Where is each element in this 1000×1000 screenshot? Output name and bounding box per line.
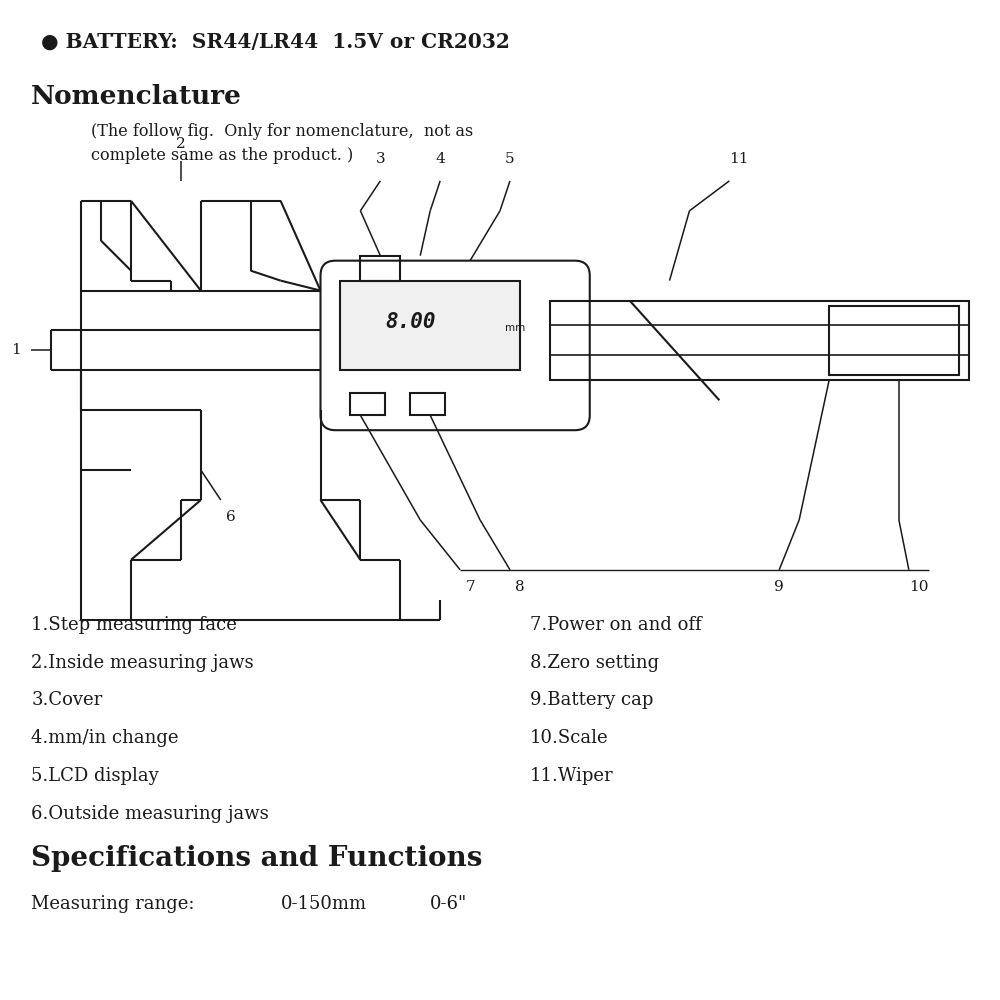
Text: 0-6": 0-6"	[430, 895, 467, 913]
Text: 9.Battery cap: 9.Battery cap	[530, 691, 653, 709]
Text: ● BATTERY:  SR44/LR44  1.5V or CR2032: ● BATTERY: SR44/LR44 1.5V or CR2032	[41, 31, 510, 51]
Text: 5: 5	[505, 152, 515, 166]
Text: 10.Scale: 10.Scale	[530, 729, 609, 747]
Text: 10: 10	[909, 580, 929, 594]
Text: complete same as the product. ): complete same as the product. )	[91, 147, 353, 164]
Bar	[340, 281, 520, 370]
Text: (The follow fig.  Only for nomenclature,  not as: (The follow fig. Only for nomenclature, …	[91, 123, 473, 140]
Text: mm: mm	[505, 323, 525, 333]
Text: 11: 11	[730, 152, 749, 166]
Text: 1.Step measuring face: 1.Step measuring face	[31, 616, 237, 634]
Bar	[410, 393, 445, 415]
Text: 5.LCD display: 5.LCD display	[31, 767, 159, 785]
Text: 2: 2	[176, 137, 186, 151]
Text: Measuring range:: Measuring range:	[31, 895, 195, 913]
Text: 3.Cover: 3.Cover	[31, 691, 103, 709]
Text: Specifications and Functions: Specifications and Functions	[31, 846, 483, 872]
Text: 8: 8	[515, 580, 525, 594]
Text: 3: 3	[376, 152, 385, 166]
Text: 0-150mm: 0-150mm	[281, 895, 367, 913]
Text: 7.Power on and off: 7.Power on and off	[530, 616, 702, 634]
Text: 7: 7	[465, 580, 475, 594]
Text: Nomenclature: Nomenclature	[31, 84, 242, 109]
Text: 4.mm/in change: 4.mm/in change	[31, 729, 179, 747]
Text: 1: 1	[12, 343, 21, 357]
Text: 4: 4	[435, 152, 445, 166]
Bar	[350, 393, 385, 415]
Text: 8.Zero setting: 8.Zero setting	[530, 654, 659, 672]
Bar	[360, 256, 400, 281]
Text: 6.Outside measuring jaws: 6.Outside measuring jaws	[31, 805, 269, 823]
Text: 6: 6	[226, 510, 236, 524]
Text: 11.Wiper: 11.Wiper	[530, 767, 614, 785]
Text: 8.00: 8.00	[385, 312, 436, 332]
Bar	[829, 306, 959, 375]
Text: 9: 9	[774, 580, 784, 594]
Text: 2.Inside measuring jaws: 2.Inside measuring jaws	[31, 654, 254, 672]
Bar	[550, 301, 969, 380]
